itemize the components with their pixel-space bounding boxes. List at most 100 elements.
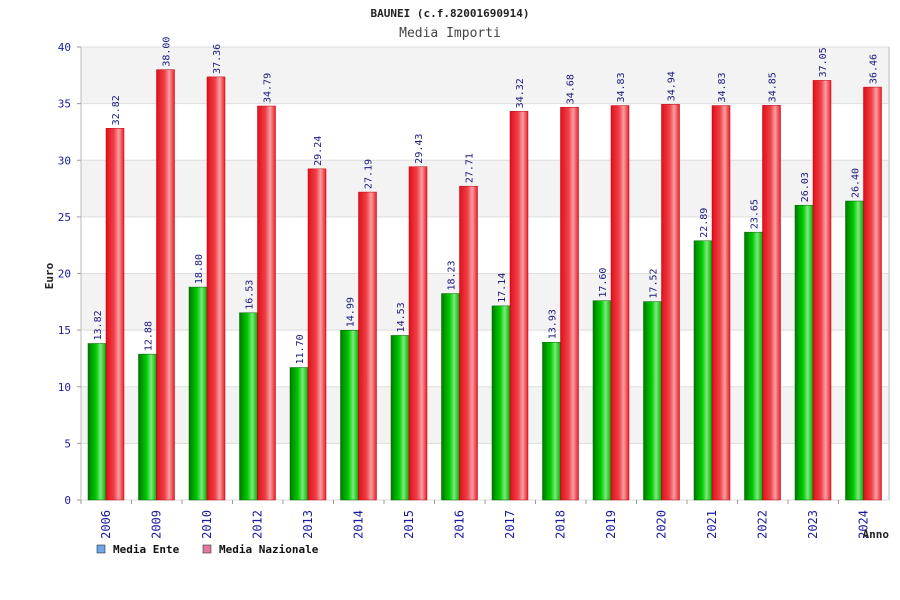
data-label-media-ente-2012: 16.53	[245, 280, 256, 310]
data-label-media-nazionale-2013: 29.24	[313, 136, 324, 166]
data-label-media-nazionale-2023: 37.05	[818, 47, 829, 77]
y-tick-label: 0	[64, 494, 71, 507]
bar-media-nazionale-2016	[459, 185, 478, 501]
data-label-media-ente-2018: 13.93	[548, 309, 559, 339]
x-tick-label-2012: 2012	[251, 510, 265, 539]
bar-media-nazionale-2013	[307, 168, 327, 501]
y-tick-label: 10	[58, 381, 71, 394]
bar-media-ente-2016	[441, 293, 460, 501]
data-labels: 13.82 32.82 12.88 38.00 18.80 37.36 16.53 34.79…	[93, 37, 880, 365]
bar-media-nazionale-2010	[206, 76, 226, 501]
data-label-media-ente-2015: 14.53	[396, 302, 407, 332]
data-label-media-nazionale-2022: 34.85	[768, 72, 779, 102]
legend-swatch-media-nazionale	[202, 544, 212, 554]
data-label-media-ente-2019: 17.60	[598, 268, 609, 298]
x-tick-label-2020: 2020	[655, 510, 669, 539]
data-label-media-nazionale-2019: 34.83	[616, 72, 627, 102]
bar-media-ente-2023	[794, 204, 814, 501]
data-label-media-ente-2024: 26.40	[851, 168, 862, 198]
legend: Media Ente Media Nazionale	[96, 543, 319, 556]
legend-label-media-ente: Media Ente	[113, 543, 180, 556]
data-label-media-nazionale-2015: 29.43	[414, 134, 425, 164]
bar-media-ente-2010	[188, 286, 208, 501]
legend-item-media-ente: Media Ente	[96, 543, 180, 556]
bar-media-ente-2020	[643, 301, 662, 501]
data-label-media-nazionale-2018: 34.68	[566, 74, 577, 104]
x-tick-label-2021: 2021	[705, 510, 719, 539]
bar-media-ente-2006	[87, 343, 107, 501]
y-tick-label: 25	[58, 211, 71, 224]
x-tick-label-2018: 2018	[554, 510, 568, 539]
bar-media-ente-2024	[845, 200, 864, 501]
data-label-media-ente-2023: 26.03	[800, 172, 811, 202]
x-tick-label-2014: 2014	[352, 510, 366, 539]
x-tick-label-2013: 2013	[301, 510, 315, 539]
legend-item-media-nazionale: Media Nazionale	[202, 543, 319, 556]
x-tick-label-2016: 2016	[453, 510, 467, 539]
y-tick-label: 35	[58, 98, 71, 111]
y-tick-label: 30	[58, 154, 71, 167]
data-label-media-nazionale-2017: 34.32	[515, 78, 526, 108]
y-tick-labels: 0 5 10 15 20 25 30 35 40	[58, 41, 71, 507]
bar-media-ente-2021	[693, 240, 713, 501]
y-tick-label: 15	[58, 324, 71, 337]
data-label-media-nazionale-2016: 27.71	[465, 153, 476, 183]
data-label-media-nazionale-2024: 36.46	[869, 54, 880, 84]
y-tick-label: 40	[58, 41, 71, 54]
x-axis-label: Anno	[863, 528, 890, 541]
bar-media-nazionale-2017	[509, 111, 529, 501]
chart-subtitle: Media Importi	[399, 26, 501, 41]
data-label-media-nazionale-2010: 37.36	[212, 44, 223, 74]
legend-label-media-nazionale: Media Nazionale	[219, 543, 319, 556]
x-tick-label-2009: 2009	[150, 510, 164, 539]
bar-media-nazionale-2022	[762, 105, 781, 501]
data-label-media-nazionale-2009: 38.00	[162, 37, 173, 67]
bar-media-ente-2014	[340, 329, 359, 501]
bar-media-nazionale-2021	[711, 105, 731, 501]
y-axis-label: Euro	[43, 262, 56, 289]
bar-media-ente-2018	[542, 341, 561, 501]
x-tick-label-2023: 2023	[806, 510, 820, 539]
data-label-media-ente-2020: 17.52	[649, 268, 660, 298]
data-label-media-nazionale-2021: 34.83	[717, 72, 728, 102]
data-label-media-ente-2021: 22.89	[699, 208, 710, 238]
data-label-media-ente-2017: 17.14	[497, 273, 508, 303]
bar-media-ente-2009	[138, 353, 157, 501]
data-label-media-nazionale-2006: 32.82	[111, 95, 122, 125]
bar-media-ente-2019	[592, 300, 612, 501]
x-tick-label-2010: 2010	[200, 510, 214, 539]
y-tick-label: 5	[64, 437, 71, 450]
data-label-media-nazionale-2014: 27.19	[364, 159, 375, 189]
x-tick-label-2015: 2015	[402, 510, 416, 539]
bar-media-nazionale-2023	[812, 80, 832, 501]
bar-media-nazionale-2018	[560, 106, 579, 501]
bar-media-ente-2012	[239, 312, 258, 501]
bar-media-nazionale-2006	[105, 128, 125, 501]
bar-media-nazionale-2015	[408, 166, 428, 501]
bar-media-nazionale-2024	[863, 86, 882, 501]
bar-media-nazionale-2019	[610, 105, 630, 501]
bar-media-nazionale-2014	[358, 191, 377, 501]
x-tick-labels: 2006 2009 2010 2012 2013 2014 2015 2016 2017 2018…	[99, 510, 871, 539]
bar-media-ente-2022	[744, 231, 763, 501]
data-label-media-ente-2013: 11.70	[295, 334, 306, 364]
x-tick-label-2017: 2017	[503, 510, 517, 539]
x-tick-label-2019: 2019	[604, 510, 618, 539]
bar-media-nazionale-2009	[156, 69, 175, 501]
data-label-media-ente-2006: 13.82	[93, 310, 104, 340]
y-tick-label: 20	[58, 268, 71, 281]
data-label-media-nazionale-2020: 34.94	[667, 71, 678, 101]
bar-media-ente-2017	[491, 305, 511, 501]
x-tick-label-2006: 2006	[99, 510, 113, 539]
legend-swatch-media-ente	[96, 544, 106, 554]
bar-media-ente-2015	[390, 335, 410, 501]
x-tick-label-2022: 2022	[756, 510, 770, 539]
x-tick-label-2024: 2024	[857, 510, 871, 539]
bar-media-nazionale-2020	[661, 104, 680, 501]
bars	[87, 69, 882, 501]
bar-media-ente-2013	[289, 367, 309, 501]
data-label-media-ente-2014: 14.99	[346, 297, 357, 327]
chart-title: BAUNEI (c.f.82001690914)	[371, 7, 530, 20]
data-label-media-ente-2022: 23.65	[750, 199, 761, 229]
